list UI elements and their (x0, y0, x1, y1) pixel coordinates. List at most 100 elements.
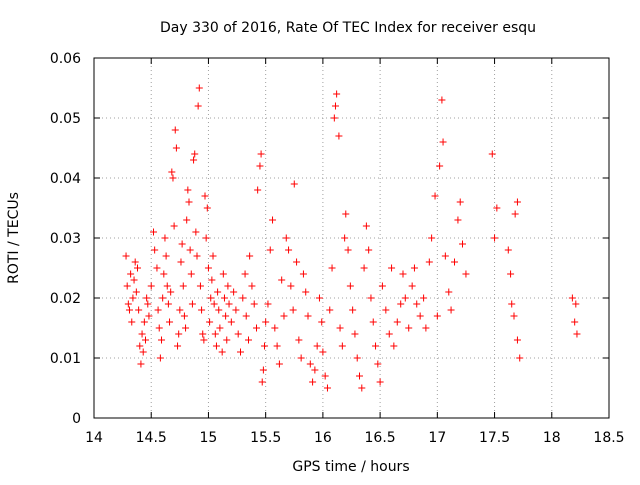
data-point (309, 378, 317, 386)
data-point (223, 336, 231, 344)
data-point (176, 306, 184, 314)
data-point (433, 312, 441, 320)
data-point (289, 306, 297, 314)
data-point (299, 270, 307, 278)
data-point (336, 324, 344, 332)
data-point (127, 270, 135, 278)
data-point (203, 204, 211, 212)
data-point (192, 228, 200, 236)
data-point (513, 198, 521, 206)
data-point (510, 312, 518, 320)
data-point (169, 174, 177, 182)
data-point (571, 318, 579, 326)
data-point (273, 342, 281, 350)
data-point (200, 336, 208, 344)
data-point (232, 306, 240, 314)
data-point (344, 246, 352, 254)
data-point (242, 312, 250, 320)
data-point (358, 384, 366, 392)
data-point (234, 330, 242, 338)
data-point (206, 318, 214, 326)
data-point (413, 300, 421, 308)
data-point (147, 282, 155, 290)
data-point (222, 312, 230, 320)
data-point (335, 132, 343, 140)
data-point (254, 186, 262, 194)
data-point (177, 258, 185, 266)
y-tick-label: 0.06 (50, 51, 81, 67)
data-point (180, 312, 188, 320)
data-point (194, 102, 202, 110)
data-point (266, 246, 274, 254)
data-point (408, 282, 416, 290)
data-point (385, 330, 393, 338)
data-point (216, 324, 224, 332)
data-point (140, 318, 148, 326)
data-point (360, 264, 368, 272)
data-point (365, 246, 373, 254)
data-point (382, 306, 390, 314)
data-point (207, 294, 215, 302)
data-point (493, 204, 501, 212)
data-point (133, 264, 141, 272)
data-point (431, 192, 439, 200)
data-point (167, 288, 175, 296)
data-point (209, 252, 217, 260)
data-point (164, 300, 172, 308)
data-point (278, 276, 286, 284)
data-point (139, 348, 147, 356)
data-point (372, 342, 380, 350)
data-point (447, 306, 455, 314)
data-point (318, 318, 326, 326)
data-point (293, 258, 301, 266)
data-point (441, 252, 449, 260)
data-point (175, 330, 183, 338)
data-point (280, 312, 288, 320)
data-point (171, 126, 179, 134)
data-point (186, 246, 194, 254)
data-point (287, 282, 295, 290)
data-point (491, 234, 499, 242)
data-point (185, 198, 193, 206)
data-point (399, 270, 407, 278)
data-point (150, 228, 158, 236)
data-point (214, 288, 222, 296)
data-point (172, 144, 180, 152)
data-point (454, 216, 462, 224)
y-tick-label: 0.02 (50, 291, 81, 307)
data-point (488, 150, 496, 158)
data-point (145, 312, 153, 320)
data-point (462, 270, 470, 278)
data-point (393, 318, 401, 326)
data-point (245, 336, 252, 344)
data-point (405, 324, 413, 332)
data-point (168, 168, 176, 176)
data-point (376, 378, 384, 386)
data-point (367, 294, 375, 302)
data-point (253, 324, 261, 332)
data-point (420, 294, 428, 302)
data-point (262, 318, 270, 326)
data-point (215, 306, 223, 314)
data-point (323, 384, 331, 392)
data-point (160, 270, 168, 278)
data-point (230, 288, 238, 296)
data-point (191, 150, 199, 158)
data-point (184, 186, 192, 194)
data-point (572, 300, 580, 308)
data-point (290, 180, 298, 188)
data-point (295, 336, 303, 344)
data-point (282, 234, 290, 242)
data-point (507, 270, 515, 278)
x-tick-label: 17.5 (479, 430, 510, 446)
data-point (193, 252, 201, 260)
data-point (220, 294, 228, 302)
data-point (369, 318, 377, 326)
data-point (313, 342, 321, 350)
data-point (504, 246, 512, 254)
data-point (445, 288, 453, 296)
data-point (199, 330, 207, 338)
data-point (573, 330, 581, 338)
y-tick-label: 0.03 (50, 231, 81, 247)
